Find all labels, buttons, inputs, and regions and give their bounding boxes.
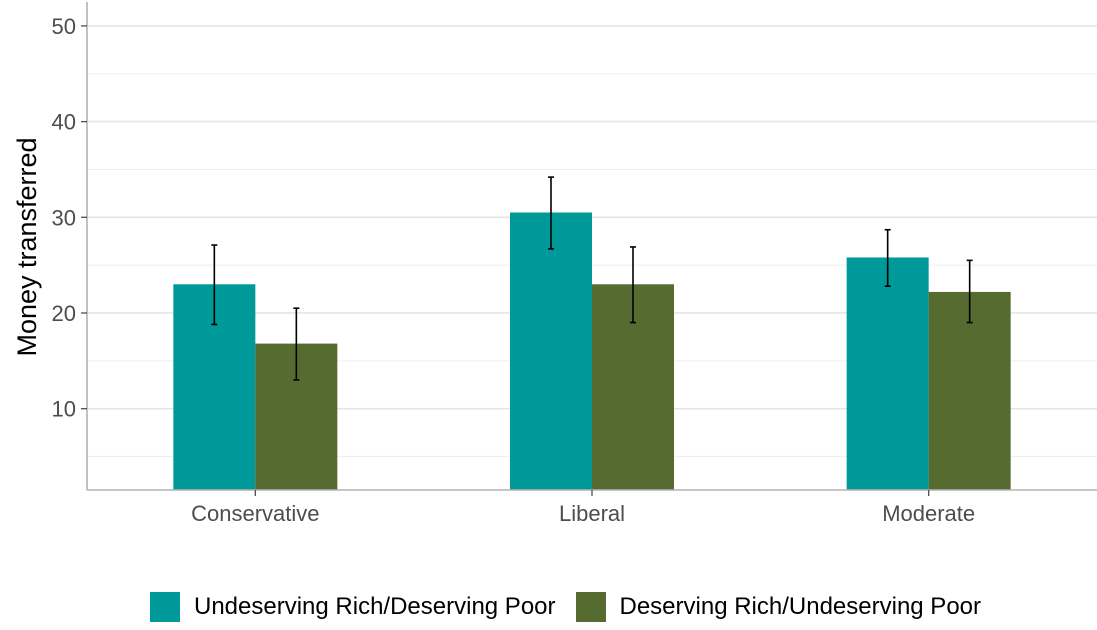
x-tick-label: Moderate <box>882 501 975 526</box>
y-tick-label: 10 <box>52 397 76 422</box>
bar <box>846 257 929 490</box>
x-ticks: Conservative Liberal Moderate <box>191 490 975 526</box>
y-tick-label: 20 <box>52 301 76 326</box>
y-ticks: 10 20 30 40 50 <box>52 14 87 422</box>
y-tick-label: 50 <box>52 14 76 39</box>
legend-item: Undeserving Rich/Deserving Poor <box>150 592 556 622</box>
x-tick-label: Liberal <box>559 501 625 526</box>
legend-swatch <box>575 592 606 622</box>
legend-label: Undeserving Rich/Deserving Poor <box>194 593 556 620</box>
error-bars <box>211 176 973 381</box>
legend-item: Deserving Rich/Undeserving Poor <box>575 592 982 622</box>
legend: Undeserving Rich/Deserving Poor Deservin… <box>150 592 1001 622</box>
y-tick-label: 40 <box>52 110 76 135</box>
legend-swatch <box>150 592 180 622</box>
bars <box>173 212 1011 490</box>
bar-chart: 10 20 30 40 50 Conservative Liberal Moderate M… <box>12 2 1097 526</box>
legend-label: Deserving Rich/Undeserving Poor <box>619 593 982 620</box>
bar <box>928 291 1011 490</box>
y-tick-label: 30 <box>52 205 76 230</box>
x-tick-label: Conservative <box>191 501 319 526</box>
bar <box>510 212 592 490</box>
y-axis-label: Money transferred <box>12 137 42 356</box>
